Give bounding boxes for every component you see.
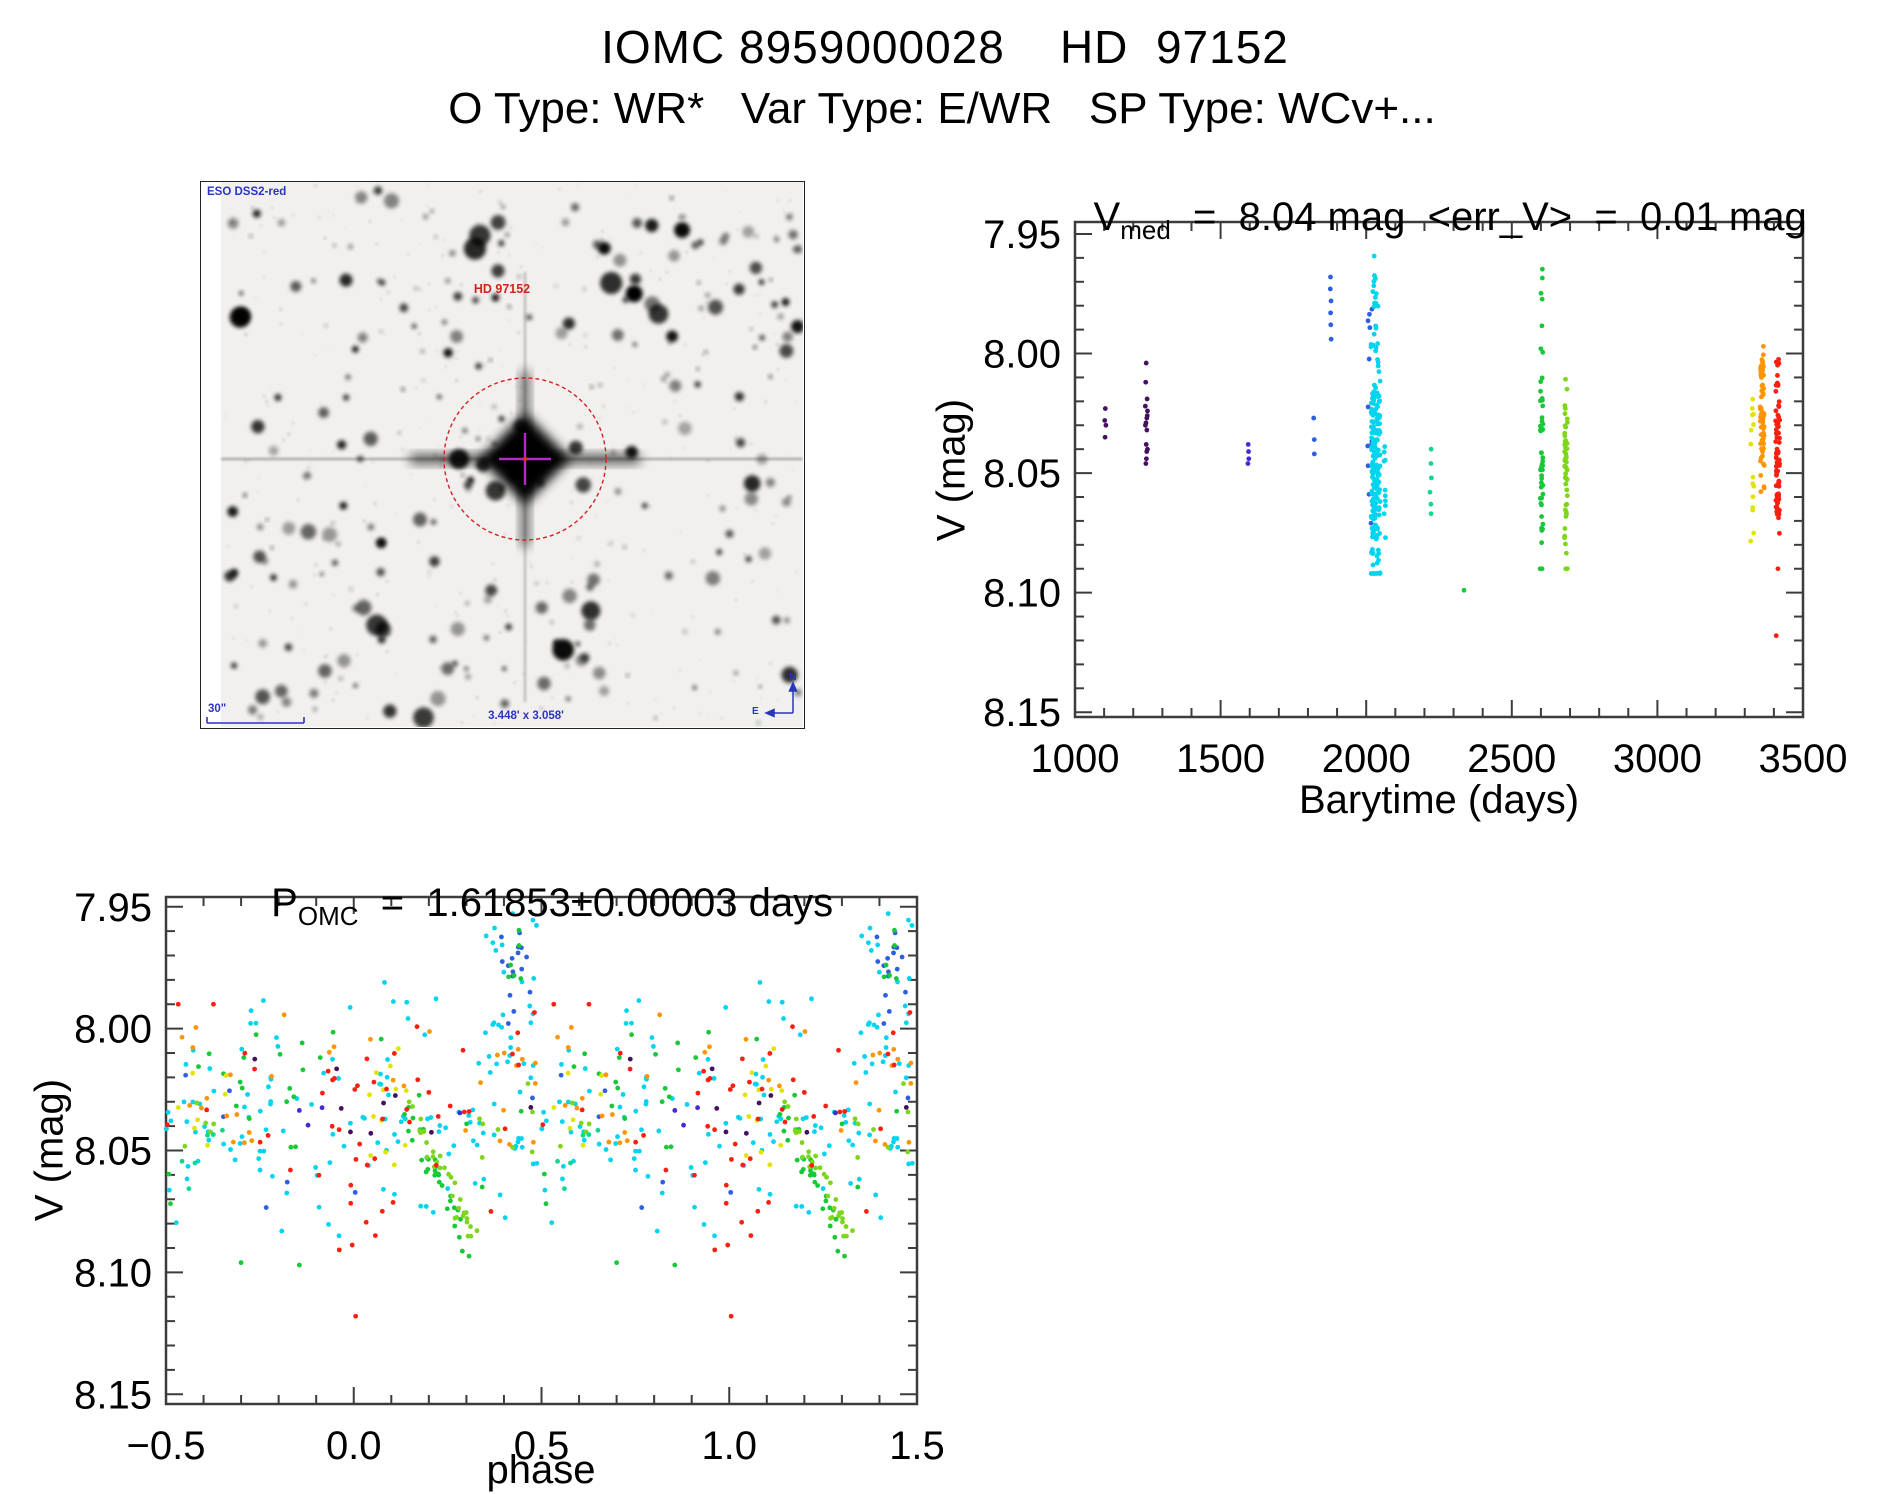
barytime-y-axis-label: V (mag) xyxy=(929,398,974,542)
svg-text:0.5: 0.5 xyxy=(514,1424,570,1468)
svg-text:8.10: 8.10 xyxy=(983,572,1061,616)
finder-chart-panel: ESO DSS2-red HD 97152 30" 3.448' x 3.058… xyxy=(200,181,805,729)
pomc-symbol: P xyxy=(271,881,298,925)
compass-north-label: N xyxy=(789,672,797,683)
svg-text:1.5: 1.5 xyxy=(889,1424,945,1468)
phase-y-axis-label: V (mag) xyxy=(27,1078,72,1222)
svg-text:3000: 3000 xyxy=(1613,737,1702,781)
svg-text:1.0: 1.0 xyxy=(701,1424,757,1468)
svg-text:8.10: 8.10 xyxy=(74,1251,152,1295)
svg-text:1000: 1000 xyxy=(1031,737,1120,781)
barytime-x-axis-label: Barytime (days) xyxy=(1298,778,1580,822)
svg-text:8.00: 8.00 xyxy=(983,333,1061,377)
phase-plot-title: POMC = 1.61853±0.00003 days xyxy=(249,836,833,932)
vmed-value-text: = 8.04 mag <err_V> = 0.01 mag xyxy=(1170,195,1807,239)
svg-text:8.05: 8.05 xyxy=(983,452,1061,496)
svg-text:7.95: 7.95 xyxy=(983,213,1061,257)
target-name-label: HD 97152 xyxy=(473,282,531,296)
vmed-symbol: V xyxy=(1093,195,1121,239)
svg-text:3500: 3500 xyxy=(1759,737,1848,781)
svg-text:8.00: 8.00 xyxy=(74,1008,152,1052)
svg-text:2000: 2000 xyxy=(1322,737,1411,781)
survey-name-label: ESO DSS2-red xyxy=(207,186,287,198)
svg-text:2500: 2500 xyxy=(1467,737,1556,781)
field-of-view-label: 3.448' x 3.058' xyxy=(488,710,564,722)
svg-text:1500: 1500 xyxy=(1176,737,1265,781)
compass-east-label: E xyxy=(752,706,759,717)
svg-text:8.15: 8.15 xyxy=(983,691,1061,735)
svg-text:8.15: 8.15 xyxy=(74,1373,152,1417)
scale-bar-label: 30" xyxy=(208,703,227,715)
finder-chart-image xyxy=(201,182,803,727)
pomc-subscript: OMC xyxy=(297,901,359,931)
period-value-text: = 1.61853±0.00003 days xyxy=(358,881,834,925)
svg-text:8.05: 8.05 xyxy=(74,1130,152,1174)
svg-text:0.0: 0.0 xyxy=(326,1424,382,1468)
vmed-subscript: med xyxy=(1120,215,1171,245)
object-types-subtitle: O Type: WR* Var Type: E/WR SP Type: WCv+… xyxy=(448,84,1436,133)
barytime-plot-title: Vmed = 8.04 mag <err_V> = 0.01 mag xyxy=(1071,150,1807,246)
svg-text:7.95: 7.95 xyxy=(74,886,152,930)
svg-text:−0.5: −0.5 xyxy=(127,1424,206,1468)
page-title: IOMC 8959000028 HD 97152 xyxy=(601,21,1289,73)
phase-x-axis-label: phase xyxy=(486,1448,596,1492)
